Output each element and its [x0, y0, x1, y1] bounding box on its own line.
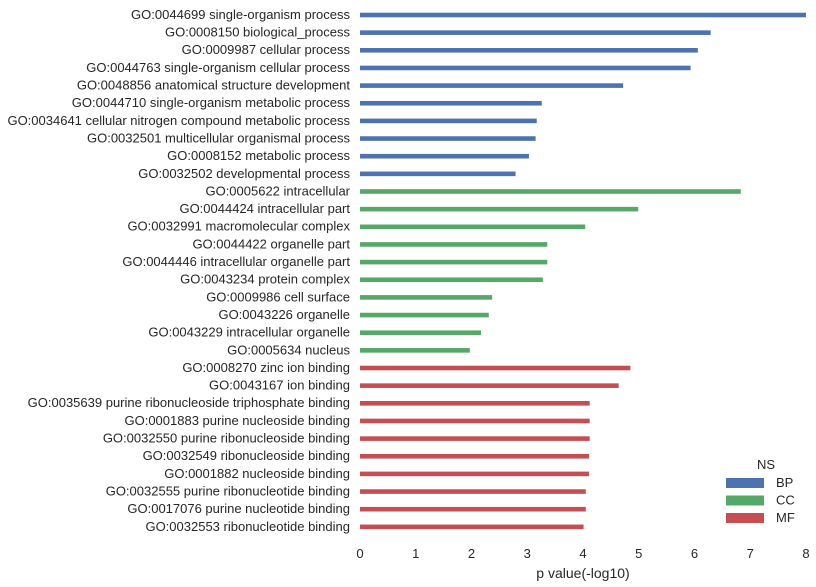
category-label: GO:0032549 ribonucleoside binding	[143, 448, 350, 463]
category-label: GO:0005634 nucleus	[227, 342, 350, 357]
bar	[360, 489, 586, 494]
legend-swatch	[726, 513, 764, 523]
bar	[360, 65, 691, 71]
x-tick-label: 5	[635, 546, 642, 561]
bar	[360, 295, 493, 300]
bar	[360, 365, 631, 371]
x-tick-label: 8	[802, 546, 809, 561]
bar	[360, 453, 590, 459]
bar	[360, 224, 586, 230]
bar	[360, 136, 536, 141]
bar	[360, 436, 590, 441]
bar	[360, 383, 619, 388]
legend-label: MF	[776, 510, 795, 525]
category-label: GO:0017076 purine nucleotide binding	[127, 501, 350, 516]
bar	[360, 471, 590, 477]
legend-swatch	[726, 478, 764, 488]
category-label: GO:0044763 single-organism cellular proc…	[86, 60, 350, 75]
category-label: GO:0001883 purine nucleoside binding	[124, 413, 350, 428]
category-label: GO:0032501 multicellular organismal proc…	[87, 130, 351, 145]
category-label: GO:0044710 single-organism metabolic pro…	[72, 95, 351, 110]
category-label: GO:0043234 protein complex	[180, 272, 350, 287]
category-label: GO:0032502 developmental process	[138, 166, 350, 181]
category-label: GO:0035639 purine ribonucleoside triphos…	[28, 395, 350, 410]
bar	[360, 242, 548, 247]
x-tick-label: 4	[579, 546, 586, 561]
bar	[360, 118, 537, 124]
category-label: GO:0008150 biological_process	[165, 25, 351, 40]
bar	[360, 30, 711, 35]
x-tick-label: 3	[524, 546, 531, 561]
category-label: GO:0032550 purine ribonucleoside binding	[103, 431, 350, 446]
bar	[360, 524, 584, 530]
category-label: GO:0032991 macromolecular complex	[127, 219, 350, 234]
x-tick-label: 6	[691, 546, 698, 561]
bar	[360, 48, 698, 53]
category-label: GO:0032553 ribonucleotide binding	[145, 519, 350, 534]
legend: NS BP CC MF	[726, 457, 795, 525]
bar	[360, 277, 543, 283]
legend-title: NS	[757, 457, 775, 472]
bars-group	[360, 12, 806, 530]
category-label: GO:0009986 cell surface	[206, 289, 350, 304]
category-label: GO:0032555 purine ribonucleotide binding	[106, 483, 350, 498]
category-label: GO:0005622 intracellular	[205, 183, 350, 198]
bar	[360, 189, 741, 194]
category-label: GO:0043226 organelle	[218, 307, 350, 322]
category-label: GO:0034641 cellular nitrogen compound me…	[7, 113, 350, 128]
bar	[360, 100, 542, 106]
category-label: GO:0044424 intracellular part	[179, 201, 350, 216]
bar	[360, 83, 624, 88]
legend-label: CC	[776, 492, 795, 507]
bar	[360, 206, 639, 212]
x-tick-labels-group: 0 1 2 3 4 5 6 7 8	[356, 546, 809, 561]
x-tick-label: 2	[468, 546, 475, 561]
bar	[360, 171, 516, 177]
category-label: GO:0044699 single-organism process	[131, 7, 350, 22]
category-label: GO:0001882 nucleoside binding	[164, 466, 350, 481]
bar	[360, 348, 470, 353]
x-tick-label: 1	[412, 546, 419, 561]
category-label: GO:0009987 cellular process	[182, 42, 351, 57]
bar	[360, 506, 586, 512]
bar	[360, 330, 481, 335]
bar	[360, 312, 489, 318]
bar	[360, 418, 590, 424]
legend-swatch	[726, 495, 764, 506]
category-label: GO:0048856 anatomical structure developm…	[77, 78, 351, 93]
x-tick-label: 0	[356, 546, 363, 561]
category-label: GO:0043167 ion binding	[209, 378, 350, 393]
category-labels-group: GO:0044699 single-organism process GO:000…	[7, 7, 350, 534]
category-label: GO:0044446 intracellular organelle part	[122, 254, 350, 269]
bar	[360, 153, 529, 159]
x-tick-label: 7	[747, 546, 754, 561]
bar	[360, 12, 806, 18]
legend-label: BP	[776, 475, 793, 490]
category-label: GO:0008270 zinc ion binding	[182, 360, 350, 375]
x-axis-label: p value(-log10)	[536, 565, 629, 581]
bar	[360, 401, 590, 406]
bar	[360, 259, 548, 265]
category-label: GO:0044422 organelle part	[192, 236, 350, 251]
category-label: GO:0008152 metabolic process	[167, 148, 350, 163]
category-label: GO:0043229 intracellular organelle	[148, 325, 350, 340]
